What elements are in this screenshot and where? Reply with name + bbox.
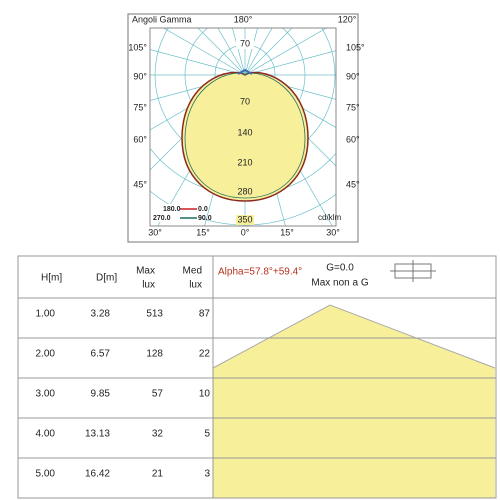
table-cell: 3	[204, 469, 210, 480]
angle-label: 45°	[133, 179, 147, 189]
top-angle: 180°	[234, 14, 253, 24]
table-cell: 22	[199, 349, 211, 360]
angle-label: 105°	[346, 42, 365, 52]
table-cell: 1.00	[36, 309, 56, 320]
table-cell: 4.00	[36, 429, 56, 440]
grid-ray	[244, 28, 258, 76]
radial-label-bg	[236, 215, 254, 225]
plot-frame	[149, 27, 337, 227]
table-cell: 6.57	[91, 349, 111, 360]
table-cell: 513	[146, 309, 163, 320]
plane-label: G=0.0	[326, 263, 354, 274]
light-cone	[213, 305, 495, 498]
angle-label: 75°	[133, 102, 147, 112]
legend-label: 90.0	[198, 215, 212, 222]
alpha-label: Alpha=57.8°+59.4°	[218, 267, 302, 278]
radial-label-bg	[236, 158, 254, 168]
table-cell: 128	[146, 349, 163, 360]
grid-ray	[244, 28, 273, 76]
table: Alpha=57.8°+59.4° G=0.0 Max non a G H[m]…	[17, 255, 497, 499]
radial-label-bg	[236, 97, 254, 107]
table-cell: 32	[152, 429, 164, 440]
grid-ray	[150, 49, 246, 76]
intensity-curve-90	[184, 72, 306, 199]
angle-label: 45°	[346, 179, 360, 189]
plane-label: Max non a G	[311, 278, 368, 289]
radial-label-bg	[236, 128, 254, 138]
table-cell: 3.28	[91, 309, 111, 320]
legend-label: 270.0	[153, 215, 171, 222]
grid-ray	[217, 28, 246, 76]
angle-label: 15°	[196, 227, 210, 237]
legend-label: 0.0	[198, 206, 208, 213]
legend-label: 180.0	[163, 206, 181, 213]
angle-label: 30°	[148, 227, 162, 237]
table-cell: 10	[199, 389, 211, 400]
table-cell: 3.00	[36, 389, 56, 400]
top-angle: 120°	[338, 14, 357, 24]
column-header: H[m]	[41, 273, 62, 284]
table-cell: 5.00	[36, 469, 56, 480]
radial-label: 140	[237, 127, 252, 137]
grid-ray	[244, 28, 293, 76]
grid-ray	[197, 28, 246, 76]
light-cone-edge	[212, 304, 496, 369]
unit-label: cd/klm	[318, 213, 341, 222]
angle-label: 105°	[128, 42, 147, 52]
angle-label: 60°	[133, 134, 147, 144]
angle-label: 60°	[346, 134, 360, 144]
table-cell: 13.13	[85, 429, 110, 440]
angle-label: 0°	[241, 227, 250, 237]
radial-label: 70	[240, 38, 250, 48]
table-cell: 9.85	[91, 389, 111, 400]
radial-label-bg	[236, 187, 254, 197]
diagram-title: Angoli Gamma	[132, 14, 192, 24]
radial-label-bg	[236, 39, 254, 49]
table-cell: 87	[199, 309, 211, 320]
grid-ray	[162, 28, 246, 76]
column-header: Max	[136, 266, 155, 277]
table-cell: 57	[152, 389, 164, 400]
angle-label: 15°	[280, 227, 294, 237]
table-cell: 16.42	[85, 469, 110, 480]
lamp-icon	[237, 68, 253, 75]
radial-label: 70	[240, 96, 250, 106]
grid-ray	[244, 28, 328, 76]
angle-label: 90°	[346, 71, 360, 81]
angle-label: 30°	[326, 227, 340, 237]
column-header: Med	[183, 266, 202, 277]
angle-label: 75°	[346, 102, 360, 112]
radial-label: 280	[237, 186, 252, 196]
angle-label: 90°	[133, 71, 147, 81]
grid-ray	[244, 50, 336, 76]
table-cell: 2.00	[36, 349, 56, 360]
radial-label: 350	[237, 214, 252, 224]
table-cell: 5	[204, 429, 210, 440]
column-header: lux	[189, 280, 202, 291]
radial-label: 210	[237, 157, 252, 167]
column-header: D[m]	[96, 273, 117, 284]
grid-ray	[232, 28, 246, 76]
column-header: lux	[142, 280, 155, 291]
table-cell: 21	[152, 469, 164, 480]
